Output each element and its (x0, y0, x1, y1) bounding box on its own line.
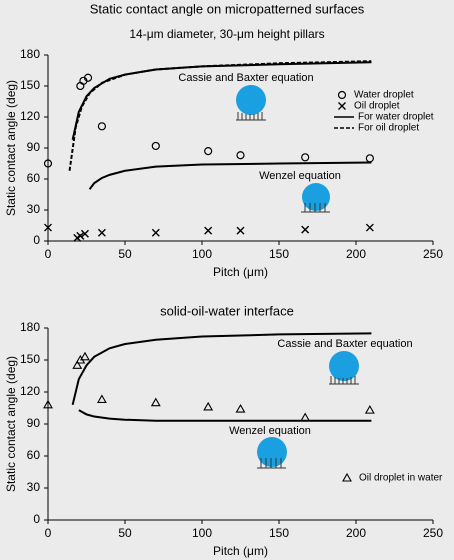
data-point (365, 154, 374, 163)
data-point (76, 81, 85, 91)
x-tick-label: 100 (192, 526, 212, 540)
x-tick-label: 0 (45, 526, 52, 540)
data-point (301, 153, 310, 162)
x-tick-label: 200 (346, 247, 366, 261)
data-point (72, 360, 83, 369)
data-point (338, 102, 346, 110)
x-tick-label: 50 (118, 526, 132, 540)
chart-title: Static contact angle on micropatterned s… (90, 1, 365, 16)
data-point (43, 399, 53, 409)
y-tick-label: 0 (33, 512, 40, 526)
data-point (364, 405, 375, 414)
y-tick-label: 150 (20, 352, 40, 366)
data-point (80, 351, 90, 361)
data-point (44, 223, 52, 232)
x-tick-label: 150 (269, 247, 289, 261)
data-line (78, 409, 372, 422)
data-point (235, 403, 246, 413)
data-point (151, 228, 160, 237)
x-tick-label: 200 (346, 526, 366, 540)
data-point (76, 231, 85, 240)
chart-subtitle: 14-μm diameter, 30-μm height pillars (129, 27, 324, 41)
data-point (150, 397, 161, 407)
x-tick-label: 100 (192, 247, 212, 261)
data-point (83, 73, 93, 82)
y-tick-label: 60 (27, 171, 41, 185)
data-point (43, 159, 53, 168)
data-point (236, 151, 245, 160)
y-tick-label: 180 (20, 320, 40, 334)
droplet-icon (236, 85, 266, 121)
legend-label: Oil droplet in water (359, 473, 443, 484)
data-point (97, 122, 107, 131)
droplet-icon (329, 351, 359, 385)
droplet-icon (257, 437, 287, 469)
annotation: Cassie and Baxter equation (277, 338, 412, 350)
annotation: Wenzel equation (229, 425, 311, 437)
x-tick-label: 0 (45, 247, 52, 261)
data-line (68, 60, 372, 171)
data-point (203, 401, 214, 411)
y-tick-label: 0 (33, 233, 40, 247)
legend-label: Water droplet (354, 90, 414, 101)
annotation: Cassie and Baxter equation (178, 72, 313, 84)
x-tick-label: 50 (118, 247, 132, 261)
data-point (342, 472, 352, 482)
droplet-icon (301, 183, 330, 213)
y-tick-label: 30 (27, 480, 41, 494)
data-point (300, 412, 311, 422)
y-axis-label: Static contact angle (deg) (4, 356, 18, 492)
x-tick-label: 250 (423, 247, 443, 261)
data-point (80, 229, 89, 238)
x-tick-label: 150 (269, 526, 289, 540)
data-point (301, 225, 310, 234)
data-line (88, 161, 372, 190)
legend-label: For oil droplet (358, 123, 419, 134)
data-point (204, 147, 213, 156)
x-axis-label: Pitch (μm) (213, 544, 268, 558)
y-tick-label: 120 (20, 384, 40, 398)
x-tick-label: 250 (423, 526, 443, 540)
chart-title: solid-oil-water interface (160, 303, 294, 318)
y-tick-label: 120 (20, 109, 40, 123)
y-tick-label: 150 (20, 78, 40, 92)
y-tick-label: 90 (27, 416, 41, 430)
data-point (151, 141, 160, 151)
legend-label: Oil droplet (354, 101, 400, 112)
y-tick-label: 60 (27, 448, 41, 462)
data-point (97, 228, 106, 237)
data-point (236, 226, 245, 235)
data-point (365, 223, 374, 232)
legend-label: For water droplet (358, 112, 434, 123)
data-line (71, 332, 372, 406)
annotation: Wenzel equation (259, 170, 341, 182)
y-tick-label: 30 (27, 202, 41, 216)
x-axis-label: Pitch (μm) (213, 265, 268, 279)
data-point (204, 226, 213, 235)
data-point (96, 394, 107, 404)
y-tick-label: 180 (20, 47, 40, 61)
y-tick-label: 90 (27, 140, 41, 154)
y-axis-label: Static contact angle (deg) (4, 80, 18, 216)
data-point (337, 90, 347, 100)
